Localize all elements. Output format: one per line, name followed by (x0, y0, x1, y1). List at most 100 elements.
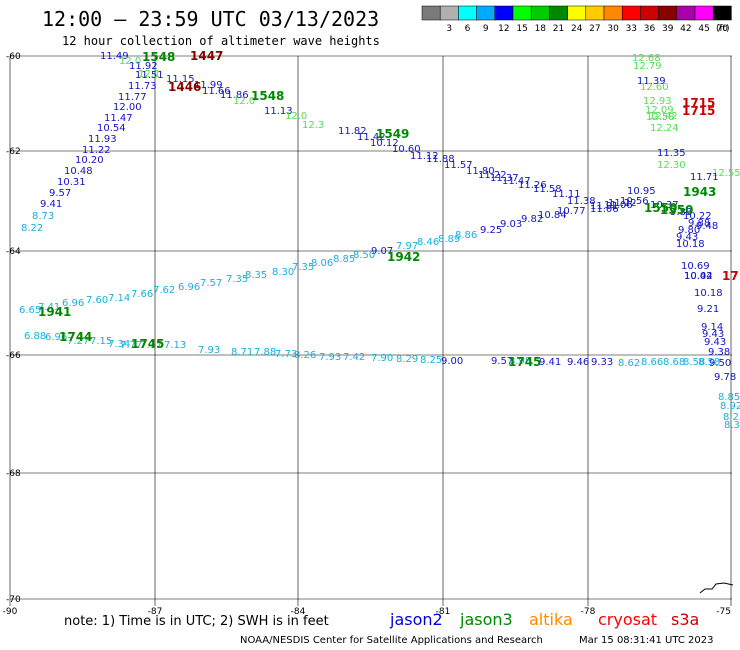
lon-label: -78 (581, 607, 596, 617)
wave-height-value: 9.07 (371, 246, 393, 257)
wave-height-value: 8.50 (353, 250, 375, 261)
wave-height-value: 7.66 (131, 289, 153, 300)
pass-time-label: 1447 (190, 49, 223, 63)
colorbar-swatch (458, 5, 477, 21)
wave-height-value: 9.41 (539, 357, 561, 368)
lat-label: -70 (6, 595, 21, 605)
wave-height-value: 12.09 (645, 105, 674, 116)
latitude-labels: -60 -62 -64 -66 -68 -70 (6, 52, 21, 605)
wave-height-value: 7.93 (198, 345, 220, 356)
map-subtitle: 12 hour collection of altimeter wave hei… (62, 34, 380, 48)
wave-height-value: 11.51 (135, 70, 164, 81)
wave-height-value: 7.77 (120, 340, 142, 351)
wave-height-value: 8.25 (723, 412, 740, 423)
colorbar-swatch (530, 5, 550, 21)
wave-height-value: 9.41 (40, 199, 62, 210)
colorbar-tick-label: 39 (662, 24, 674, 34)
colorbar-swatch (512, 5, 532, 21)
colorbar-swatch (421, 5, 441, 21)
wave-height-value: 11.88 (426, 154, 455, 165)
pass-time-label: 17 (722, 269, 739, 283)
wave-height-value: 12.3 (302, 120, 324, 131)
wave-height-value: 11.73 (128, 81, 157, 92)
lat-label: -64 (6, 247, 21, 257)
wave-height-value: 8.0 (0, 0, 16, 3)
wave-height-value: 8.85 (333, 254, 355, 265)
wave-height-value: 7.35 (292, 262, 314, 273)
colorbar-swatch (567, 5, 587, 21)
wave-height-value: 9.78 (714, 372, 736, 383)
wave-height-value: 8.22 (21, 223, 43, 234)
wave-height-value: 9.57 (491, 356, 513, 367)
wave-height-value: 11.38 (567, 196, 596, 207)
wave-height-value: 8.71 (231, 347, 253, 358)
pass-time-label: 1548 (251, 89, 284, 103)
lat-label: -60 (6, 52, 21, 62)
colorbar-tick-label: 9 (483, 24, 489, 34)
wave-height-value: 9.83 (670, 207, 692, 218)
colorbar-tick-label: 15 (516, 24, 527, 34)
wave-height-value: 7.42 (343, 352, 365, 363)
colorbar-tick-label: 3 (446, 24, 452, 34)
pass-time-label: 1550 (660, 203, 693, 217)
wave-height-value: 7.17 (140, 340, 162, 351)
wave-height-value: 12.0 (233, 96, 255, 107)
pass-time-label: 1941 (38, 305, 71, 319)
lat-label: -66 (6, 351, 21, 361)
colorbar-tick-label: 36 (644, 24, 656, 34)
wave-height-value: 9.38 (708, 347, 730, 358)
lon-label: -81 (436, 607, 451, 617)
wave-height-value: 12.55 (712, 168, 740, 179)
wave-height-value: 6.96 (178, 282, 200, 293)
wave-height-value: 8.3 (724, 420, 740, 431)
wave-height-value: 9.33 (591, 357, 613, 368)
mission-cryosat: cryosat (598, 610, 657, 629)
wave-height-value: 9.43 (676, 232, 698, 243)
wave-height-value: 9.50 (709, 358, 731, 369)
wave-height-value: 10.77 (557, 206, 586, 217)
wave-height-value: 10.31 (57, 177, 86, 188)
colorbar-tick-label: 21 (553, 24, 564, 34)
wave-height-value: 11.80 (466, 166, 495, 177)
colorbar-swatch (549, 5, 568, 21)
wave-height-value: 7.73 (275, 349, 297, 360)
colorbar-tick-label: 33 (626, 24, 637, 34)
wave-height-value: 11.93 (88, 134, 117, 145)
wave-height-value: 9.57 (49, 188, 71, 199)
colorbar-swatch (712, 5, 732, 21)
wave-height-value: 8.62 (618, 358, 640, 369)
wave-height-value: 10.44 (684, 271, 713, 282)
pass-time-label: 1745 (131, 337, 164, 351)
wave-height-value: 11.82 (338, 126, 367, 137)
wave-height-value: 11.15 (166, 74, 195, 85)
colorbar-tick-label: 6 (465, 24, 471, 34)
wave-height-value: 10.20 (75, 155, 104, 166)
wave-height-value: 9.88 (688, 218, 710, 229)
colorbar-swatch (603, 5, 623, 21)
wave-height-value: 7.62 (153, 285, 175, 296)
colorbar-tick-label: 27 (589, 24, 600, 34)
wave-height-value: 9.00 (441, 356, 463, 367)
wave-height-value: 11.49 (100, 51, 129, 62)
wave-height-value: 8.46 (417, 237, 439, 248)
wave-height-value: 7.60 (86, 295, 108, 306)
wave-height-value: 7.14 (108, 293, 130, 304)
wave-height-value: 7.90 (371, 353, 393, 364)
wave-height-value: 10.60 (392, 144, 421, 155)
wave-height-value: 10.02 (684, 271, 713, 282)
wave-height-value: 11.22 (82, 145, 111, 156)
wave-height-value: 11.91 (590, 201, 619, 212)
wave-height-value: 10.18 (694, 288, 723, 299)
pass-time-label: 1550 (644, 201, 677, 215)
colorbar-swatch (476, 5, 496, 21)
mission-legend: jason2 jason3 altika cryosat s3a (389, 610, 699, 629)
wave-height-value: 11.35 (657, 148, 686, 159)
lon-label: -84 (291, 607, 306, 617)
longitude-labels: -90 -87 -84 -81 -78 -75 (3, 607, 731, 617)
colorbar: 3 6 9 12 15 18 21 24 27 30 33 36 39 42 45 70(ft) (421, 5, 732, 34)
wave-height-value: 11.06 (590, 204, 619, 215)
wave-height-value: 7.34 (108, 339, 130, 350)
wave-height-value: 11.47 (104, 113, 133, 124)
